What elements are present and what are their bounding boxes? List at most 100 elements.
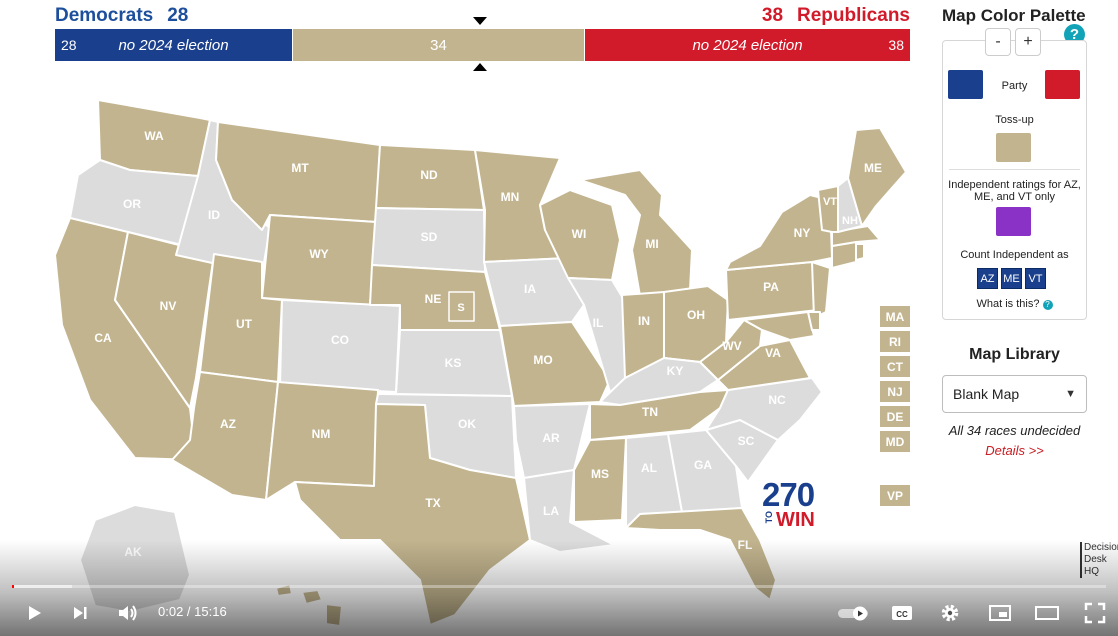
what-is-this-link[interactable]: What is this? ? [943, 298, 1086, 310]
state-GA[interactable] [667, 429, 743, 513]
state-NJ[interactable] [811, 261, 831, 319]
small-state-NJ[interactable]: NJ [880, 381, 910, 402]
majority-marker-top [473, 17, 487, 25]
autoplay-toggle[interactable] [834, 595, 874, 631]
label-KY: KY [667, 364, 684, 378]
video-progress-bar[interactable] [12, 585, 1106, 588]
details-link[interactable]: Details >> [985, 443, 1044, 458]
state-VT[interactable] [817, 185, 839, 233]
settings-button[interactable] [932, 595, 968, 631]
vp-tiebreaker-box[interactable]: VP [880, 485, 910, 506]
state-NM[interactable] [265, 381, 379, 501]
state-MS[interactable] [573, 437, 627, 523]
captions-button[interactable]: CC [884, 595, 920, 631]
logo-number: 270 [762, 476, 815, 513]
theater-mode-button[interactable] [1029, 595, 1065, 631]
republicans-count: 38 [761, 5, 784, 26]
independent-AZ-button[interactable]: AZ [977, 268, 998, 289]
label-TX: TX [425, 496, 440, 510]
label-NE: NE [425, 292, 442, 306]
tossup-segment[interactable]: 34 [292, 29, 585, 61]
progress-played [12, 585, 15, 588]
color-palette-panel: - + Party Toss-up Independent ratings fo… [942, 28, 1087, 320]
label-MN: MN [501, 190, 520, 204]
tossup-label: Toss-up [995, 114, 1034, 126]
label-MI: MI [645, 237, 658, 251]
state-MO[interactable] [499, 321, 611, 407]
fullscreen-icon [1084, 602, 1106, 624]
play-button[interactable] [16, 595, 52, 631]
skip-next-icon [74, 607, 87, 619]
captions-icon: CC [892, 606, 912, 620]
label-NC: NC [768, 393, 786, 407]
label-WI: WI [572, 227, 587, 241]
volume-icon [119, 605, 137, 621]
label-TN: TN [642, 405, 658, 419]
ne-special-label: S [457, 302, 464, 314]
label-NY: NY [794, 226, 811, 240]
label-IN: IN [638, 314, 650, 328]
label-VA: VA [765, 346, 781, 360]
count-independent-label: Count Independent as [960, 249, 1069, 261]
small-state-RI[interactable]: RI [880, 331, 910, 352]
autoplay-icon [838, 606, 868, 621]
miniplayer-button[interactable] [982, 595, 1018, 631]
help-icon[interactable]: ? [1064, 24, 1085, 45]
democrat-color-swatch[interactable] [948, 70, 983, 99]
label-GA: GA [694, 458, 712, 472]
ne-special-box[interactable] [448, 291, 475, 322]
democrats-count: 28 [167, 5, 189, 26]
independent-color-swatch[interactable] [996, 207, 1031, 236]
majority-marker-bottom [473, 63, 487, 71]
map-library-select[interactable]: Blank Map ▼ [942, 375, 1087, 413]
small-states-column: MA RI CT NJ DE MD [880, 306, 910, 456]
svg-text:CC: CC [896, 610, 908, 619]
what-is-this-text: What is this? [976, 298, 1040, 310]
independent-state-buttons: AZ ME VT [977, 268, 1046, 289]
info-icon: ? [1042, 300, 1053, 310]
rep-no-election-segment[interactable]: no 2024 election 38 [585, 29, 910, 61]
state-WI[interactable] [539, 189, 621, 281]
small-state-CT[interactable]: CT [880, 356, 910, 377]
races-undecided-text: All 34 races undecided [948, 423, 1081, 438]
chevron-down-icon: ▼ [1065, 388, 1076, 400]
dem-no-election-count: 28 [61, 37, 77, 53]
fullscreen-button[interactable] [1077, 595, 1113, 631]
republicans-label: Republicans [797, 5, 910, 26]
party-label: Party [1001, 80, 1028, 92]
state-DE[interactable] [807, 311, 821, 331]
label-ID: ID [208, 208, 220, 222]
state-ME[interactable] [847, 127, 907, 227]
small-state-MA[interactable]: MA [880, 306, 910, 327]
seat-bar: 28 no 2024 election 34 no 2024 election … [55, 29, 910, 61]
independent-VT-button[interactable]: VT [1025, 268, 1046, 289]
miniplayer-icon [989, 605, 1011, 621]
zoom-in-button[interactable]: + [1015, 28, 1041, 56]
label-AZ: AZ [220, 417, 236, 431]
zoom-out-button[interactable]: - [985, 28, 1011, 56]
label-PA: PA [763, 280, 779, 294]
current-time: 0:02 [158, 604, 184, 619]
label-KS: KS [445, 356, 462, 370]
label-OK: OK [458, 417, 476, 431]
independent-ME-button[interactable]: ME [1001, 268, 1022, 289]
republicans-total: 38 Republicans [762, 5, 910, 27]
small-state-DE[interactable]: DE [880, 406, 910, 427]
label-WA: WA [144, 129, 164, 143]
label-LA: LA [543, 504, 559, 518]
dem-no-election-segment[interactable]: 28 no 2024 election [55, 29, 292, 61]
270towin-logo[interactable]: 270 TO WIN [762, 478, 822, 532]
state-NY[interactable] [725, 194, 833, 271]
next-button[interactable] [62, 595, 98, 631]
map-library-title: Map Library [969, 346, 1060, 363]
volume-button[interactable] [110, 595, 146, 631]
state-RI[interactable] [855, 243, 865, 261]
small-state-MD[interactable]: MD [880, 431, 910, 452]
tossup-color-swatch[interactable] [996, 133, 1031, 162]
player-controls: 0:02 / 15:16 CC [0, 595, 1118, 631]
state-MD[interactable] [743, 311, 815, 341]
state-IA[interactable] [483, 257, 585, 327]
republican-color-swatch[interactable] [1045, 70, 1080, 99]
label-MS: MS [591, 467, 609, 481]
independent-ratings-label: Independent ratings for AZ, ME, and VT o… [948, 179, 1081, 203]
